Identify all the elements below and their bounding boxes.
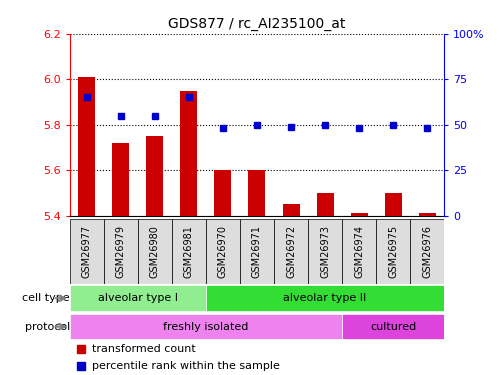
Text: GSM26980: GSM26980	[150, 225, 160, 278]
FancyBboxPatch shape	[274, 219, 308, 284]
Text: GSM26974: GSM26974	[354, 225, 364, 278]
Bar	[215, 170, 232, 216]
Text: transformed count: transformed count	[92, 344, 196, 354]
Text: cell type: cell type	[22, 293, 70, 303]
FancyBboxPatch shape	[70, 314, 342, 339]
Text: GSM26970: GSM26970	[218, 225, 228, 278]
Bar	[350, 213, 368, 216]
FancyBboxPatch shape	[70, 285, 206, 311]
Bar	[316, 193, 333, 216]
Bar	[181, 91, 198, 216]
FancyBboxPatch shape	[70, 219, 104, 284]
Text: GSM26981: GSM26981	[184, 225, 194, 278]
Bar	[385, 193, 402, 216]
FancyBboxPatch shape	[138, 219, 172, 284]
FancyBboxPatch shape	[376, 219, 410, 284]
Text: percentile rank within the sample: percentile rank within the sample	[92, 362, 280, 372]
Text: GSM26972: GSM26972	[286, 225, 296, 278]
FancyBboxPatch shape	[342, 314, 444, 339]
FancyBboxPatch shape	[172, 219, 206, 284]
Title: GDS877 / rc_AI235100_at: GDS877 / rc_AI235100_at	[168, 17, 346, 32]
Text: protocol: protocol	[24, 322, 70, 332]
Text: alveolar type II: alveolar type II	[283, 293, 367, 303]
Text: GSM26977: GSM26977	[82, 225, 92, 278]
Text: cultured: cultured	[370, 322, 416, 332]
Text: alveolar type I: alveolar type I	[98, 293, 178, 303]
Bar	[112, 143, 129, 216]
Bar	[282, 204, 299, 216]
FancyBboxPatch shape	[104, 219, 138, 284]
FancyBboxPatch shape	[206, 219, 240, 284]
Bar	[78, 77, 95, 216]
Bar	[419, 213, 436, 216]
Text: GSM26973: GSM26973	[320, 225, 330, 278]
FancyBboxPatch shape	[342, 219, 376, 284]
FancyBboxPatch shape	[308, 219, 342, 284]
Bar	[146, 136, 164, 216]
Text: GSM26975: GSM26975	[388, 225, 398, 278]
FancyBboxPatch shape	[206, 285, 444, 311]
FancyBboxPatch shape	[410, 219, 444, 284]
Text: GSM26976: GSM26976	[422, 225, 432, 278]
FancyBboxPatch shape	[240, 219, 274, 284]
Text: GSM26979: GSM26979	[116, 225, 126, 278]
Text: GSM26971: GSM26971	[252, 225, 262, 278]
Text: freshly isolated: freshly isolated	[163, 322, 249, 332]
Bar	[249, 170, 265, 216]
